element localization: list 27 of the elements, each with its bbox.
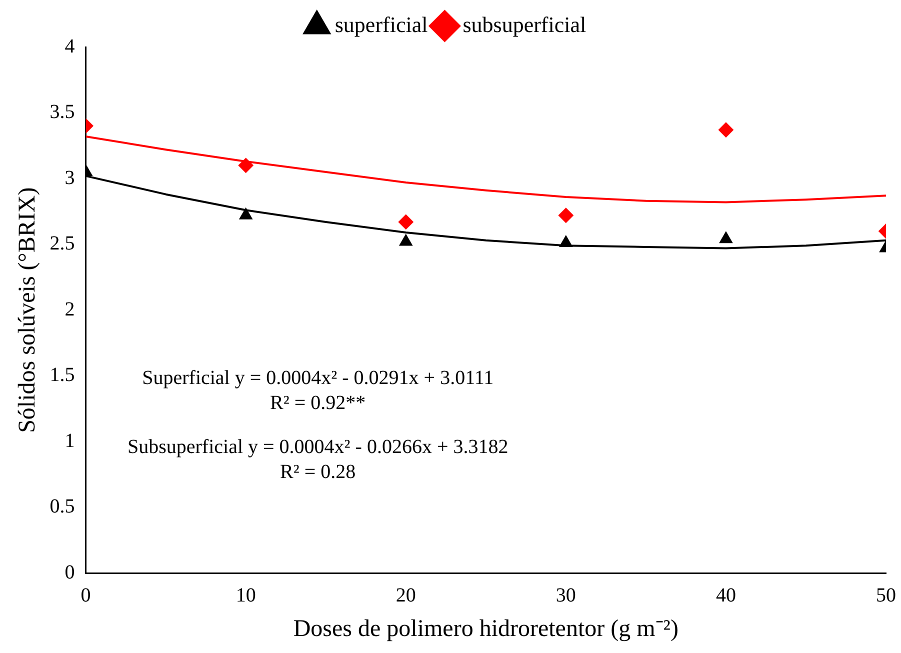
x-tick-label: 50	[876, 584, 896, 606]
point	[558, 208, 574, 223]
y-tick-label: 4	[64, 35, 75, 58]
y-tick-label: 1	[64, 430, 75, 452]
annotation: Subsuperficial y = 0.0004x² - 0.0266x + 3.3182	[127, 436, 508, 458]
y-axis-title: Sólidos solúveis (°BRIX)	[14, 187, 41, 433]
y-tick-label: 1.5	[50, 364, 75, 386]
x-tick-label: 20	[396, 584, 416, 606]
y-tick-label: 0.5	[50, 496, 75, 518]
annotation: R² = 0.92**	[270, 392, 366, 414]
x-tick-label: 30	[556, 584, 576, 606]
point	[398, 214, 414, 230]
y-tick-label: 2.5	[50, 232, 75, 255]
annotation: R² = 0.28	[280, 460, 356, 483]
point	[399, 234, 412, 246]
y-tick-label: 0	[64, 561, 75, 584]
x-tick-label: 0	[80, 584, 91, 606]
x-axis-title: Doses de polimero hidroretentor (g m⁻²)	[293, 616, 678, 642]
point	[559, 236, 572, 248]
legend-label: subsuperficial	[462, 12, 586, 37]
annotation: Superficial y = 0.0004x² - 0.0291x + 3.0111	[142, 366, 494, 389]
y-tick-label: 3.5	[50, 101, 75, 124]
x-tick-label: 10	[236, 584, 256, 606]
y-tick-label: 3	[64, 166, 75, 189]
x-tick-label: 40	[716, 584, 736, 606]
y-tick-label: 2	[64, 298, 75, 320]
legend-label: superficial	[334, 12, 428, 37]
